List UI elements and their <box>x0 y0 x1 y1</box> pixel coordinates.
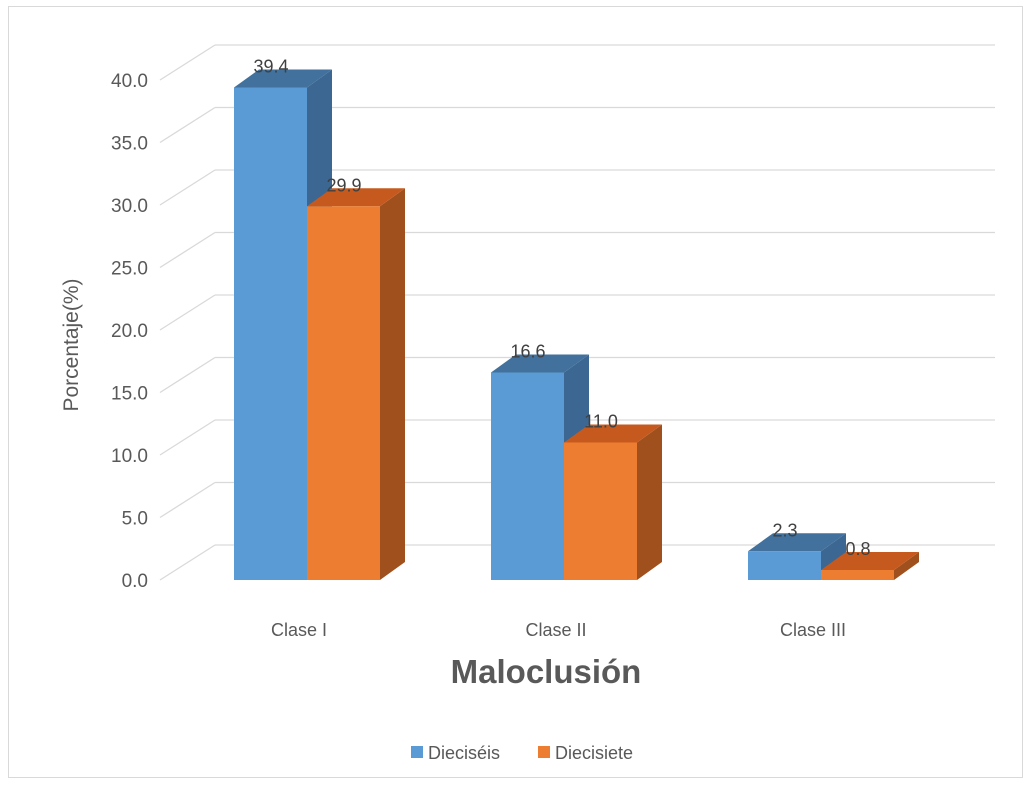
bar-clase-i-dieciseis-top <box>234 69 332 88</box>
bar-clase-i-dieciseis <box>234 87 307 580</box>
x-tick-label: Clase III <box>780 620 846 640</box>
y-axis-title: Porcentaje(%) <box>60 278 83 411</box>
legend-swatch-diecisiete <box>538 746 550 758</box>
gridline-side <box>159 481 216 519</box>
bar-clase-iii-diecisiete <box>821 570 894 580</box>
gridline-side <box>159 169 216 206</box>
gridline-side <box>159 106 216 144</box>
y-tick-label: 30.0 <box>111 196 148 217</box>
data-label: 39.4 <box>253 57 288 77</box>
legend-label-dieciseis: Dieciséis <box>428 743 500 763</box>
y-tick-label: 40.0 <box>111 71 148 92</box>
gridline-side <box>159 544 216 581</box>
gridline-side <box>159 44 216 81</box>
y-tick-label: 15.0 <box>111 384 148 405</box>
y-tick-label: 10.0 <box>111 446 148 467</box>
y-tick-label: 0.0 <box>122 571 148 592</box>
bars <box>234 69 919 580</box>
y-tick-label: 35.0 <box>111 134 148 155</box>
bar-clase-iii-dieciseis-top <box>748 533 846 552</box>
data-label: 11.0 <box>584 412 618 432</box>
legend-swatch-dieciseis <box>411 746 423 758</box>
bar-clase-ii-diecisiete <box>564 442 637 580</box>
bar-clase-ii-diecisiete-side <box>637 424 662 580</box>
bar-clase-i-diecisiete-top <box>307 188 405 207</box>
gridline-side <box>159 356 216 394</box>
data-label: 0.8 <box>845 539 870 559</box>
bar-clase-ii-diecisiete-top <box>564 424 662 443</box>
bar-clase-iii-diecisiete-top <box>821 552 919 570</box>
bar-clase-ii-dieciseis <box>491 372 564 580</box>
gridline-side <box>159 231 216 269</box>
bar-clase-ii-dieciseis-top <box>491 354 589 373</box>
x-axis-ticks: Clase I Clase II Clase III <box>271 620 846 640</box>
y-tick-label: 25.0 <box>111 259 148 280</box>
data-label: 2.3 <box>772 520 797 540</box>
x-tick-label: Clase I <box>271 620 327 640</box>
data-labels: 39.4 29.9 16.6 11.0 2.3 0.8 <box>253 57 870 560</box>
legend: Dieciséis Diecisiete <box>411 743 633 763</box>
data-label: 16.6 <box>510 342 545 362</box>
x-tick-label: Clase II <box>525 620 586 640</box>
data-label: 29.9 <box>326 175 361 195</box>
bar-clase-i-diecisiete <box>307 206 380 580</box>
y-tick-label: 20.0 <box>111 321 148 342</box>
x-axis-title: Maloclusión <box>451 653 642 690</box>
gridline-side <box>159 294 216 331</box>
y-tick-label: 5.0 <box>122 509 148 530</box>
gridline-side <box>159 419 216 456</box>
bar-clase-iii-dieciseis <box>748 551 821 580</box>
bar-clase-i-diecisiete-side <box>380 188 405 580</box>
bar-clase-iii-diecisiete-side <box>894 552 919 580</box>
y-axis-ticks: 0.0 5.0 10.0 15.0 20.0 25.0 30.0 35.0 40.0 <box>111 71 148 592</box>
legend-label-diecisiete: Diecisiete <box>555 743 633 763</box>
